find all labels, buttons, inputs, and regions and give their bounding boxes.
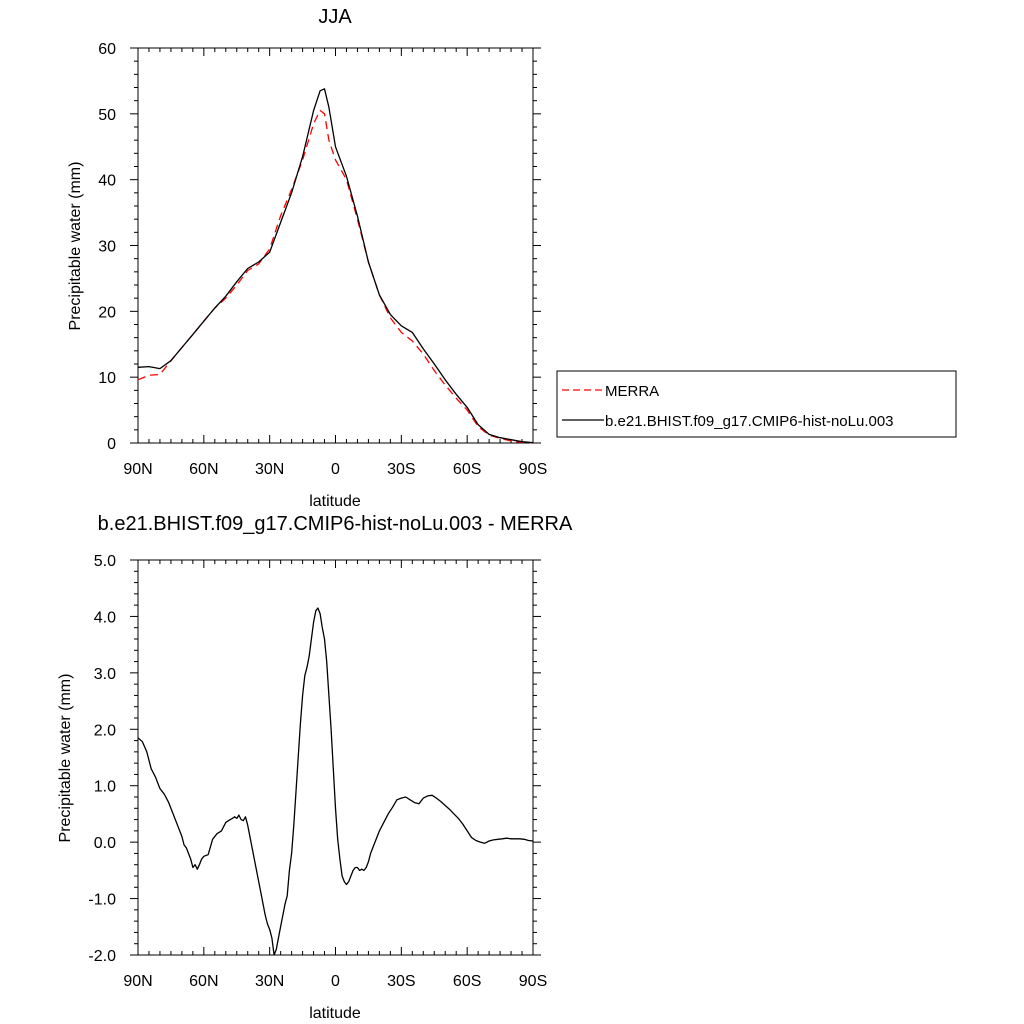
plot-frame-top	[137, 47, 534, 444]
y-tick-label: 20	[98, 304, 116, 321]
y-tick-label: 50	[98, 107, 116, 124]
y-axis-label-bottom: Precipitable water (mm)	[57, 674, 74, 843]
x-tick-label: 60N	[189, 461, 218, 478]
series-line-top-0	[137, 109, 534, 444]
x-tick-labels-top: 90N 60N 30N 0 30S 60S 90S	[123, 461, 547, 478]
series-line-bottom-0	[137, 607, 534, 956]
x-tick-label: 30S	[387, 973, 415, 990]
legend-label-model: b.e21.BHIST.f09_g17.CMIP6-hist-noLu.003	[605, 413, 894, 430]
x-tick-label: 60S	[453, 461, 481, 478]
y-tick-label: 5.0	[94, 553, 116, 570]
y-tick-label: -1.0	[88, 892, 116, 909]
plot-area-top	[130, 47, 541, 444]
chart-panel-top: JJA 90N 60N 30N 0 30S 60S 90S 0 10 20 30 40 50 60 la…	[67, 6, 957, 510]
x-tick-label: 0	[331, 461, 340, 478]
x-tick-labels-bottom: 90N 60N 30N 0 30S 60S 90S	[123, 973, 547, 990]
y-tick-label: 40	[98, 173, 116, 190]
y-tick-label: 30	[98, 239, 116, 256]
x-tick-label: 60S	[453, 973, 481, 990]
x-axis-label-top: latitude	[309, 493, 361, 510]
x-tick-label: 30S	[387, 461, 415, 478]
series-lines-top	[137, 88, 534, 444]
y-tick-label: 1.0	[94, 779, 116, 796]
legend: MERRA b.e21.BHIST.f09_g17.CMIP6-hist-noL…	[556, 370, 957, 438]
y-tick-label: 60	[98, 41, 116, 58]
x-tick-label: 90N	[123, 973, 152, 990]
y-tick-label: 10	[98, 370, 116, 387]
x-tick-label: 90S	[519, 461, 547, 478]
axis-ticks-top	[130, 47, 541, 444]
y-tick-labels-bottom: -2.0 -1.0 0.0 1.0 2.0 3.0 4.0 5.0	[88, 553, 116, 965]
plot-frame-bottom	[137, 559, 534, 956]
chart-panel-bottom: b.e21.BHIST.f09_g17.CMIP6-hist-noLu.003 …	[57, 513, 573, 1022]
x-axis-label-bottom: latitude	[309, 1005, 361, 1022]
axis-ticks-bottom	[130, 559, 541, 956]
chart-title-bottom: b.e21.BHIST.f09_g17.CMIP6-hist-noLu.003 …	[98, 513, 573, 535]
series-line-top-1	[137, 88, 534, 444]
series-lines-bottom	[137, 607, 534, 956]
y-tick-label: 0.0	[94, 835, 116, 852]
y-axis-label-top: Precipitable water (mm)	[67, 162, 84, 331]
y-tick-label: -2.0	[88, 948, 116, 965]
x-tick-label: 90S	[519, 973, 547, 990]
x-tick-label: 0	[331, 973, 340, 990]
x-tick-label: 30N	[255, 461, 284, 478]
y-tick-label: 4.0	[94, 609, 116, 626]
x-tick-label: 60N	[189, 973, 218, 990]
y-tick-label: 2.0	[94, 722, 116, 739]
legend-label-merra: MERRA	[605, 383, 659, 400]
x-tick-label: 90N	[123, 461, 152, 478]
plot-area-bottom	[130, 559, 541, 956]
legend-box	[556, 370, 957, 438]
y-tick-label: 0	[107, 436, 116, 453]
x-tick-label: 30N	[255, 973, 284, 990]
chart-title-top: JJA	[318, 6, 352, 28]
y-tick-label: 3.0	[94, 666, 116, 683]
y-tick-labels-top: 0 10 20 30 40 50 60	[98, 41, 116, 453]
